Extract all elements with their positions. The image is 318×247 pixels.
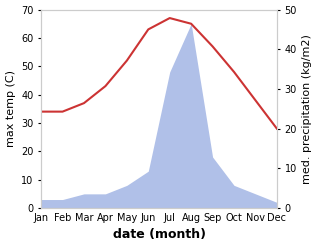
Y-axis label: max temp (C): max temp (C) [5, 70, 16, 147]
X-axis label: date (month): date (month) [113, 228, 205, 242]
Y-axis label: med. precipitation (kg/m2): med. precipitation (kg/m2) [302, 34, 313, 184]
